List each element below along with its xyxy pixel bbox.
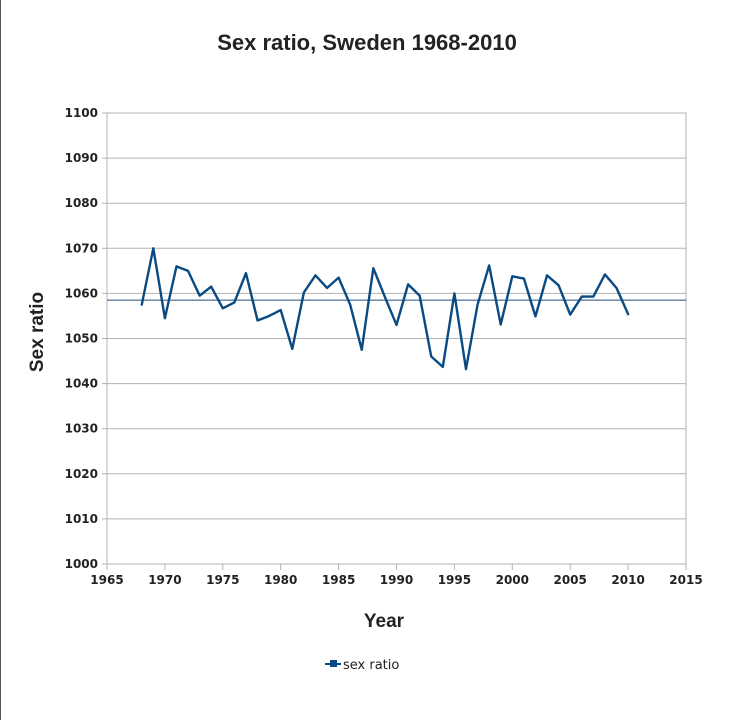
data-point-2005 (569, 313, 571, 316)
x-tick-label-8: 2005 (553, 573, 586, 587)
data-point-1994 (442, 366, 444, 368)
x-tick-label-4: 1985 (322, 573, 355, 587)
y-tick-label-7: 1070 (65, 241, 98, 255)
x-tick-label-6: 1995 (438, 573, 471, 587)
data-point-1968 (141, 304, 143, 306)
data-point-2002 (534, 315, 537, 318)
data-point-1999 (500, 323, 502, 326)
data-point-2007 (592, 295, 594, 298)
data-point-1993 (430, 355, 432, 358)
y-tick-label-10: 1100 (65, 106, 98, 120)
x-axis: 1965 1970 1975 1980 1985 1990 1995 2000 2005 2010… (90, 564, 703, 587)
y-tick-label-2: 1020 (65, 467, 98, 481)
data-point-1996 (465, 368, 467, 370)
data-point-1972 (187, 270, 189, 272)
data-point-2003 (546, 274, 548, 276)
data-point-1998 (488, 264, 490, 267)
data-point-2001 (523, 277, 525, 280)
y-tick-label-9: 1090 (65, 151, 98, 165)
data-point-1991 (407, 283, 409, 285)
data-point-1978 (256, 319, 259, 322)
data-point-1981 (291, 348, 293, 350)
window-left-edge (0, 0, 1, 720)
data-point-1984 (326, 287, 328, 289)
data-point-1987 (361, 349, 363, 351)
data-point-1971 (175, 265, 178, 267)
series-group (140, 247, 630, 371)
data-point-1973 (199, 295, 201, 297)
data-point-1995 (453, 292, 455, 294)
data-point-2010 (627, 313, 629, 315)
data-point-1985 (338, 277, 340, 279)
data-point-1986 (349, 304, 351, 306)
data-point-2008 (604, 273, 606, 276)
data-point-1992 (419, 295, 421, 297)
legend: sex ratio (325, 658, 399, 673)
x-tick-label-3: 1980 (264, 573, 297, 587)
data-point-1977 (245, 272, 247, 274)
y-axis: 1000 1010 1020 1030 1040 1050 1060 1070 1080 1090… (65, 106, 107, 571)
data-point-1990 (395, 324, 398, 326)
data-point-1979 (268, 315, 270, 317)
x-tick-label-2: 1975 (206, 573, 239, 587)
data-point-2004 (558, 284, 560, 286)
y-tick-label-0: 1000 (65, 557, 98, 571)
data-point-1982 (303, 291, 305, 294)
data-point-1997 (476, 304, 479, 306)
data-point-2009 (615, 287, 618, 289)
x-tick-label-9: 2010 (611, 573, 644, 587)
legend-square-marker (330, 660, 337, 667)
data-point-1988 (372, 267, 374, 269)
y-tick-label-5: 1050 (65, 332, 98, 346)
data-point-2006 (581, 295, 583, 298)
x-tick-label-0: 1965 (90, 573, 123, 587)
data-point-1969 (152, 247, 154, 249)
y-tick-label-3: 1030 (65, 422, 98, 436)
data-point-1976 (233, 301, 235, 304)
x-tick-label-10: 2015 (669, 573, 702, 587)
x-tick-label-5: 1990 (380, 573, 413, 587)
data-point-2000 (511, 275, 513, 277)
y-tick-label-1: 1010 (65, 512, 98, 526)
y-axis-title: Sex ratio (27, 292, 48, 372)
y-tick-label-8: 1080 (65, 196, 98, 210)
data-point-1983 (314, 274, 317, 276)
data-point-1975 (222, 307, 224, 309)
chart-title: Sex ratio, Sweden 1968-2010 (217, 30, 517, 55)
y-tick-label-6: 1060 (65, 286, 98, 300)
data-point-1989 (384, 296, 386, 298)
data-point-1970 (164, 317, 166, 319)
x-tick-label-1: 1970 (148, 573, 181, 587)
x-axis-title: Year (364, 611, 405, 632)
data-point-1980 (280, 309, 282, 311)
data-point-1974 (210, 286, 212, 288)
y-tick-label-4: 1040 (65, 377, 98, 391)
legend-label-sex-ratio: sex ratio (343, 658, 399, 673)
x-tick-label-7: 2000 (496, 573, 529, 587)
